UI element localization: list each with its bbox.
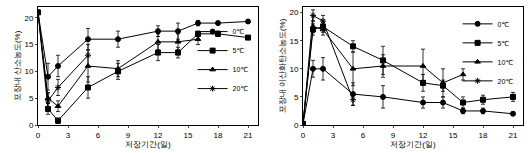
svg-text:0℃: 0℃: [233, 28, 245, 35]
svg-text:0: 0: [294, 121, 299, 130]
svg-text:20: 20: [24, 14, 33, 23]
svg-text:20℃: 20℃: [233, 85, 249, 92]
svg-text:15: 15: [289, 37, 298, 46]
svg-text:12: 12: [419, 131, 428, 140]
svg-text:5: 5: [29, 94, 34, 103]
svg-text:0: 0: [301, 131, 306, 140]
svg-text:20℃: 20℃: [498, 78, 514, 85]
svg-text:15: 15: [184, 131, 193, 140]
svg-text:5℃: 5℃: [498, 40, 510, 47]
svg-text:10℃: 10℃: [233, 66, 249, 73]
svg-text:20: 20: [289, 8, 298, 17]
svg-text:15: 15: [24, 40, 33, 49]
svg-text:18: 18: [214, 131, 223, 140]
svg-text:0: 0: [29, 121, 34, 130]
svg-text:6: 6: [361, 131, 366, 140]
svg-text:포장내 산소농도(%): 포장내 산소농도(%): [13, 30, 22, 101]
svg-text:5: 5: [294, 93, 299, 102]
svg-text:6: 6: [96, 131, 101, 140]
svg-text:10℃: 10℃: [498, 59, 514, 66]
svg-text:10: 10: [24, 67, 33, 76]
svg-text:12: 12: [154, 131, 163, 140]
svg-text:3: 3: [66, 131, 71, 140]
svg-text:21: 21: [244, 131, 253, 140]
svg-text:3: 3: [331, 131, 336, 140]
svg-text:10: 10: [289, 65, 298, 74]
svg-text:21: 21: [509, 131, 518, 140]
svg-text:5℃: 5℃: [233, 47, 245, 54]
svg-text:18: 18: [479, 131, 488, 140]
svg-text:9: 9: [126, 131, 131, 140]
svg-text:9: 9: [391, 131, 396, 140]
svg-text:포장내 이산화탄소농도(%): 포장내 이산화탄소농도(%): [278, 18, 287, 113]
svg-text:15: 15: [449, 131, 458, 140]
svg-text:저장기간(일): 저장기간(일): [390, 140, 436, 149]
svg-text:0℃: 0℃: [498, 21, 510, 28]
svg-text:0: 0: [36, 131, 41, 140]
svg-text:저장기간(일): 저장기간(일): [125, 140, 171, 149]
